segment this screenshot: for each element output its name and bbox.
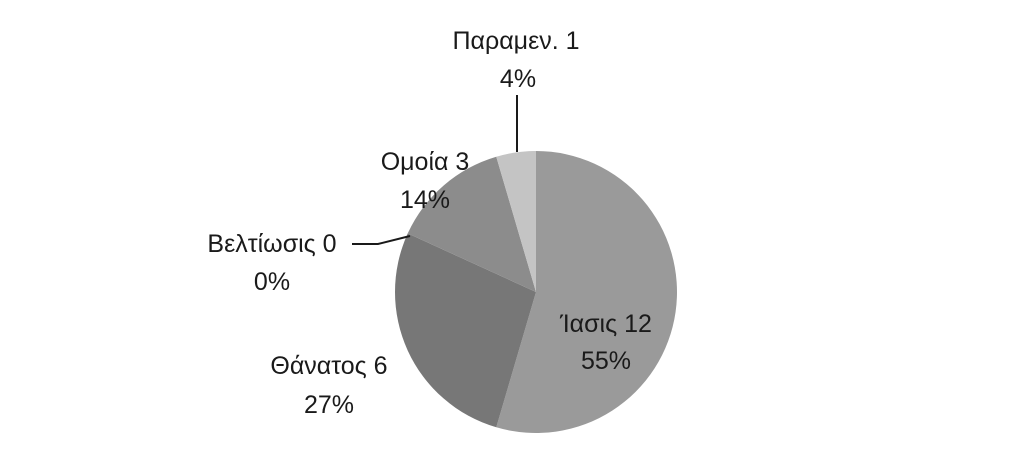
label-iasis-name: Ίασις 12 xyxy=(559,310,652,338)
pie-slice-thanatos xyxy=(394,233,536,428)
pie-slice-paramen xyxy=(496,151,536,292)
label-thanatos-percent: 27% xyxy=(304,391,354,419)
label-omoia-percent: 14% xyxy=(400,186,450,214)
pie-slices xyxy=(394,151,678,434)
label-thanatos-name: Θάνατος 6 xyxy=(270,352,387,380)
label-beltiosis-name: Βελτίωσις 0 xyxy=(207,230,336,258)
label-paramen-name: Παραμεν. 1 xyxy=(452,27,579,55)
label-beltiosis-percent: 0% xyxy=(254,268,290,296)
label-iasis-percent: 55% xyxy=(581,347,631,375)
label-omoia-name: Ομοία 3 xyxy=(381,148,470,176)
leader-line-beltiosis xyxy=(352,235,411,245)
pie-slice-iasis xyxy=(496,151,678,434)
pie-slice-omoia xyxy=(407,156,536,292)
label-paramen-percent: 4% xyxy=(500,65,536,93)
